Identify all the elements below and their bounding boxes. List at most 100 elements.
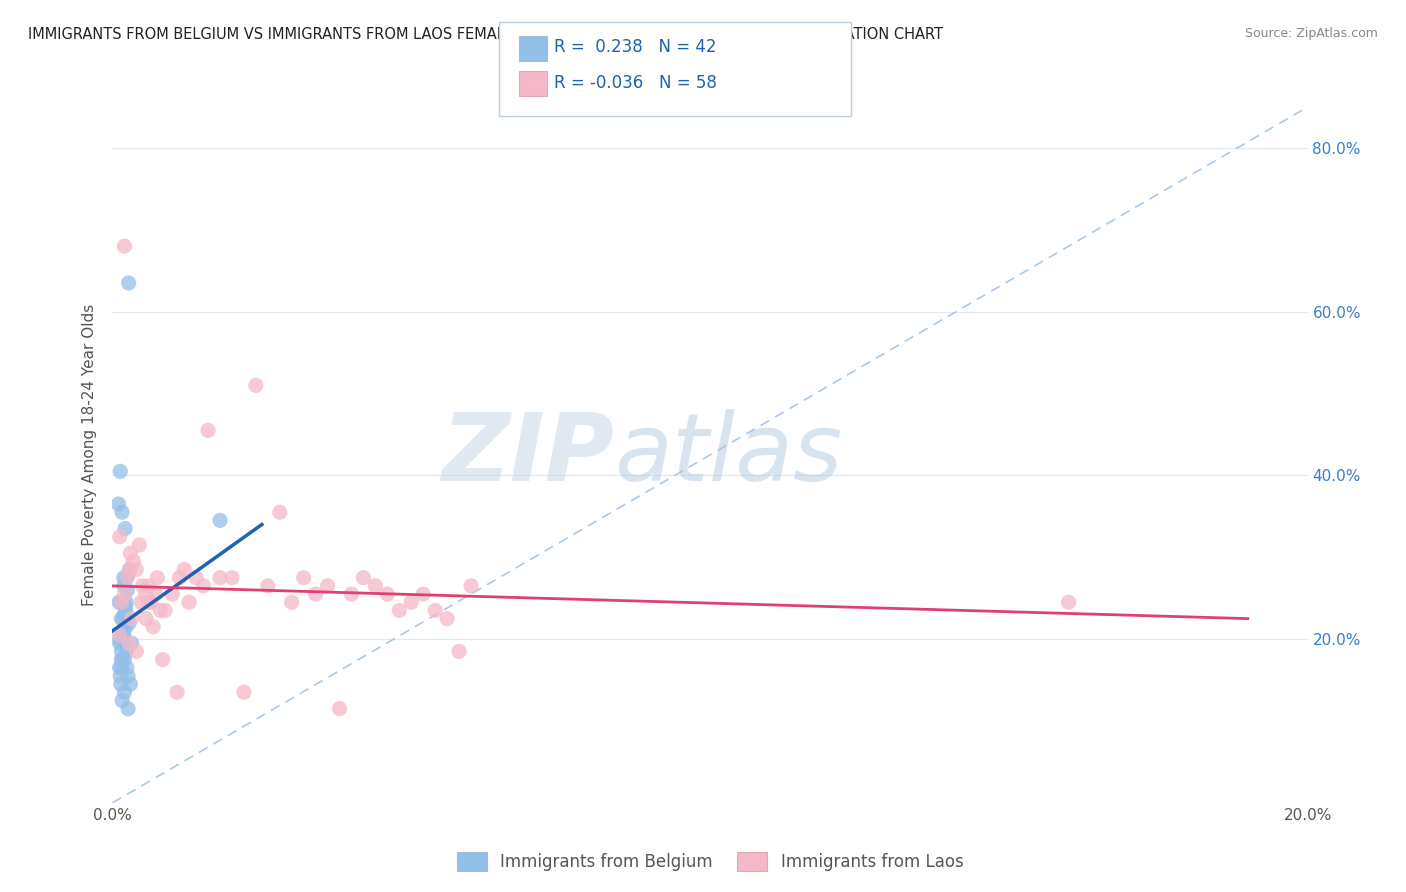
- Point: [197, 423, 219, 437]
- Point: [114, 685, 135, 699]
- Point: [352, 571, 374, 585]
- Point: [115, 661, 138, 675]
- Point: [149, 603, 172, 617]
- Point: [138, 595, 160, 609]
- Point: [118, 636, 141, 650]
- Point: [117, 701, 139, 715]
- Point: [110, 644, 132, 658]
- Text: Source: ZipAtlas.com: Source: ZipAtlas.com: [1244, 27, 1378, 40]
- Point: [208, 571, 231, 585]
- Text: atlas: atlas: [614, 409, 842, 500]
- Point: [114, 607, 135, 622]
- Point: [221, 571, 243, 585]
- Point: [173, 562, 195, 576]
- Point: [107, 497, 129, 511]
- Point: [120, 546, 142, 560]
- Text: ZIP: ZIP: [441, 409, 614, 501]
- Point: [245, 378, 267, 392]
- Point: [169, 571, 191, 585]
- Point: [162, 587, 183, 601]
- Point: [134, 587, 156, 601]
- Point: [112, 571, 135, 585]
- Point: [108, 661, 131, 675]
- Point: [129, 595, 152, 609]
- Point: [114, 599, 136, 614]
- Point: [108, 636, 131, 650]
- Point: [114, 603, 136, 617]
- Point: [115, 620, 138, 634]
- Point: [108, 530, 131, 544]
- Point: [117, 571, 139, 585]
- Point: [115, 644, 138, 658]
- Legend: Immigrants from Belgium, Immigrants from Laos: Immigrants from Belgium, Immigrants from…: [450, 846, 970, 878]
- Point: [269, 505, 291, 519]
- Point: [121, 612, 143, 626]
- Point: [118, 562, 141, 576]
- Point: [110, 464, 132, 478]
- Point: [193, 579, 215, 593]
- Point: [115, 595, 138, 609]
- Point: [112, 628, 135, 642]
- Point: [145, 587, 167, 601]
- Point: [122, 554, 145, 568]
- Point: [257, 579, 280, 593]
- Point: [111, 652, 134, 666]
- Point: [114, 587, 135, 601]
- Point: [110, 652, 132, 666]
- Point: [304, 587, 326, 601]
- Point: [118, 615, 141, 630]
- Point: [110, 677, 132, 691]
- Point: [340, 587, 363, 601]
- Point: [401, 595, 423, 609]
- Point: [388, 603, 411, 617]
- Point: [128, 538, 150, 552]
- Point: [117, 582, 139, 597]
- Point: [177, 595, 200, 609]
- Point: [114, 652, 135, 666]
- Point: [377, 587, 399, 601]
- Point: [316, 579, 339, 593]
- Point: [110, 669, 132, 683]
- Y-axis label: Female Poverty Among 18-24 Year Olds: Female Poverty Among 18-24 Year Olds: [82, 304, 97, 606]
- Point: [232, 685, 256, 699]
- Point: [111, 693, 134, 707]
- Point: [447, 644, 470, 658]
- Point: [125, 562, 148, 576]
- Point: [460, 579, 482, 593]
- Point: [110, 661, 132, 675]
- Point: [112, 628, 135, 642]
- Point: [142, 620, 165, 634]
- Point: [110, 612, 132, 626]
- Point: [425, 603, 447, 617]
- Point: [131, 579, 153, 593]
- Point: [125, 644, 148, 658]
- Text: IMMIGRANTS FROM BELGIUM VS IMMIGRANTS FROM LAOS FEMALE POVERTY AMONG 18-24 YEAR : IMMIGRANTS FROM BELGIUM VS IMMIGRANTS FR…: [28, 27, 943, 42]
- Point: [121, 636, 143, 650]
- Point: [114, 239, 135, 253]
- Point: [412, 587, 434, 601]
- Point: [281, 595, 304, 609]
- Point: [108, 628, 131, 642]
- Point: [117, 276, 139, 290]
- Point: [112, 579, 135, 593]
- Text: R = -0.036   N = 58: R = -0.036 N = 58: [554, 74, 717, 92]
- Point: [135, 612, 157, 626]
- Point: [110, 595, 132, 609]
- Point: [111, 505, 134, 519]
- Point: [108, 632, 131, 646]
- Point: [186, 571, 208, 585]
- Point: [328, 701, 352, 715]
- Point: [153, 603, 176, 617]
- Point: [110, 595, 132, 609]
- Point: [111, 612, 134, 626]
- Point: [141, 595, 163, 609]
- Point: [120, 677, 142, 691]
- Point: [1057, 595, 1080, 609]
- Point: [166, 685, 188, 699]
- Point: [436, 612, 458, 626]
- Point: [115, 571, 138, 585]
- Point: [112, 624, 135, 638]
- Point: [117, 669, 139, 683]
- Point: [208, 513, 231, 527]
- Point: [152, 652, 174, 666]
